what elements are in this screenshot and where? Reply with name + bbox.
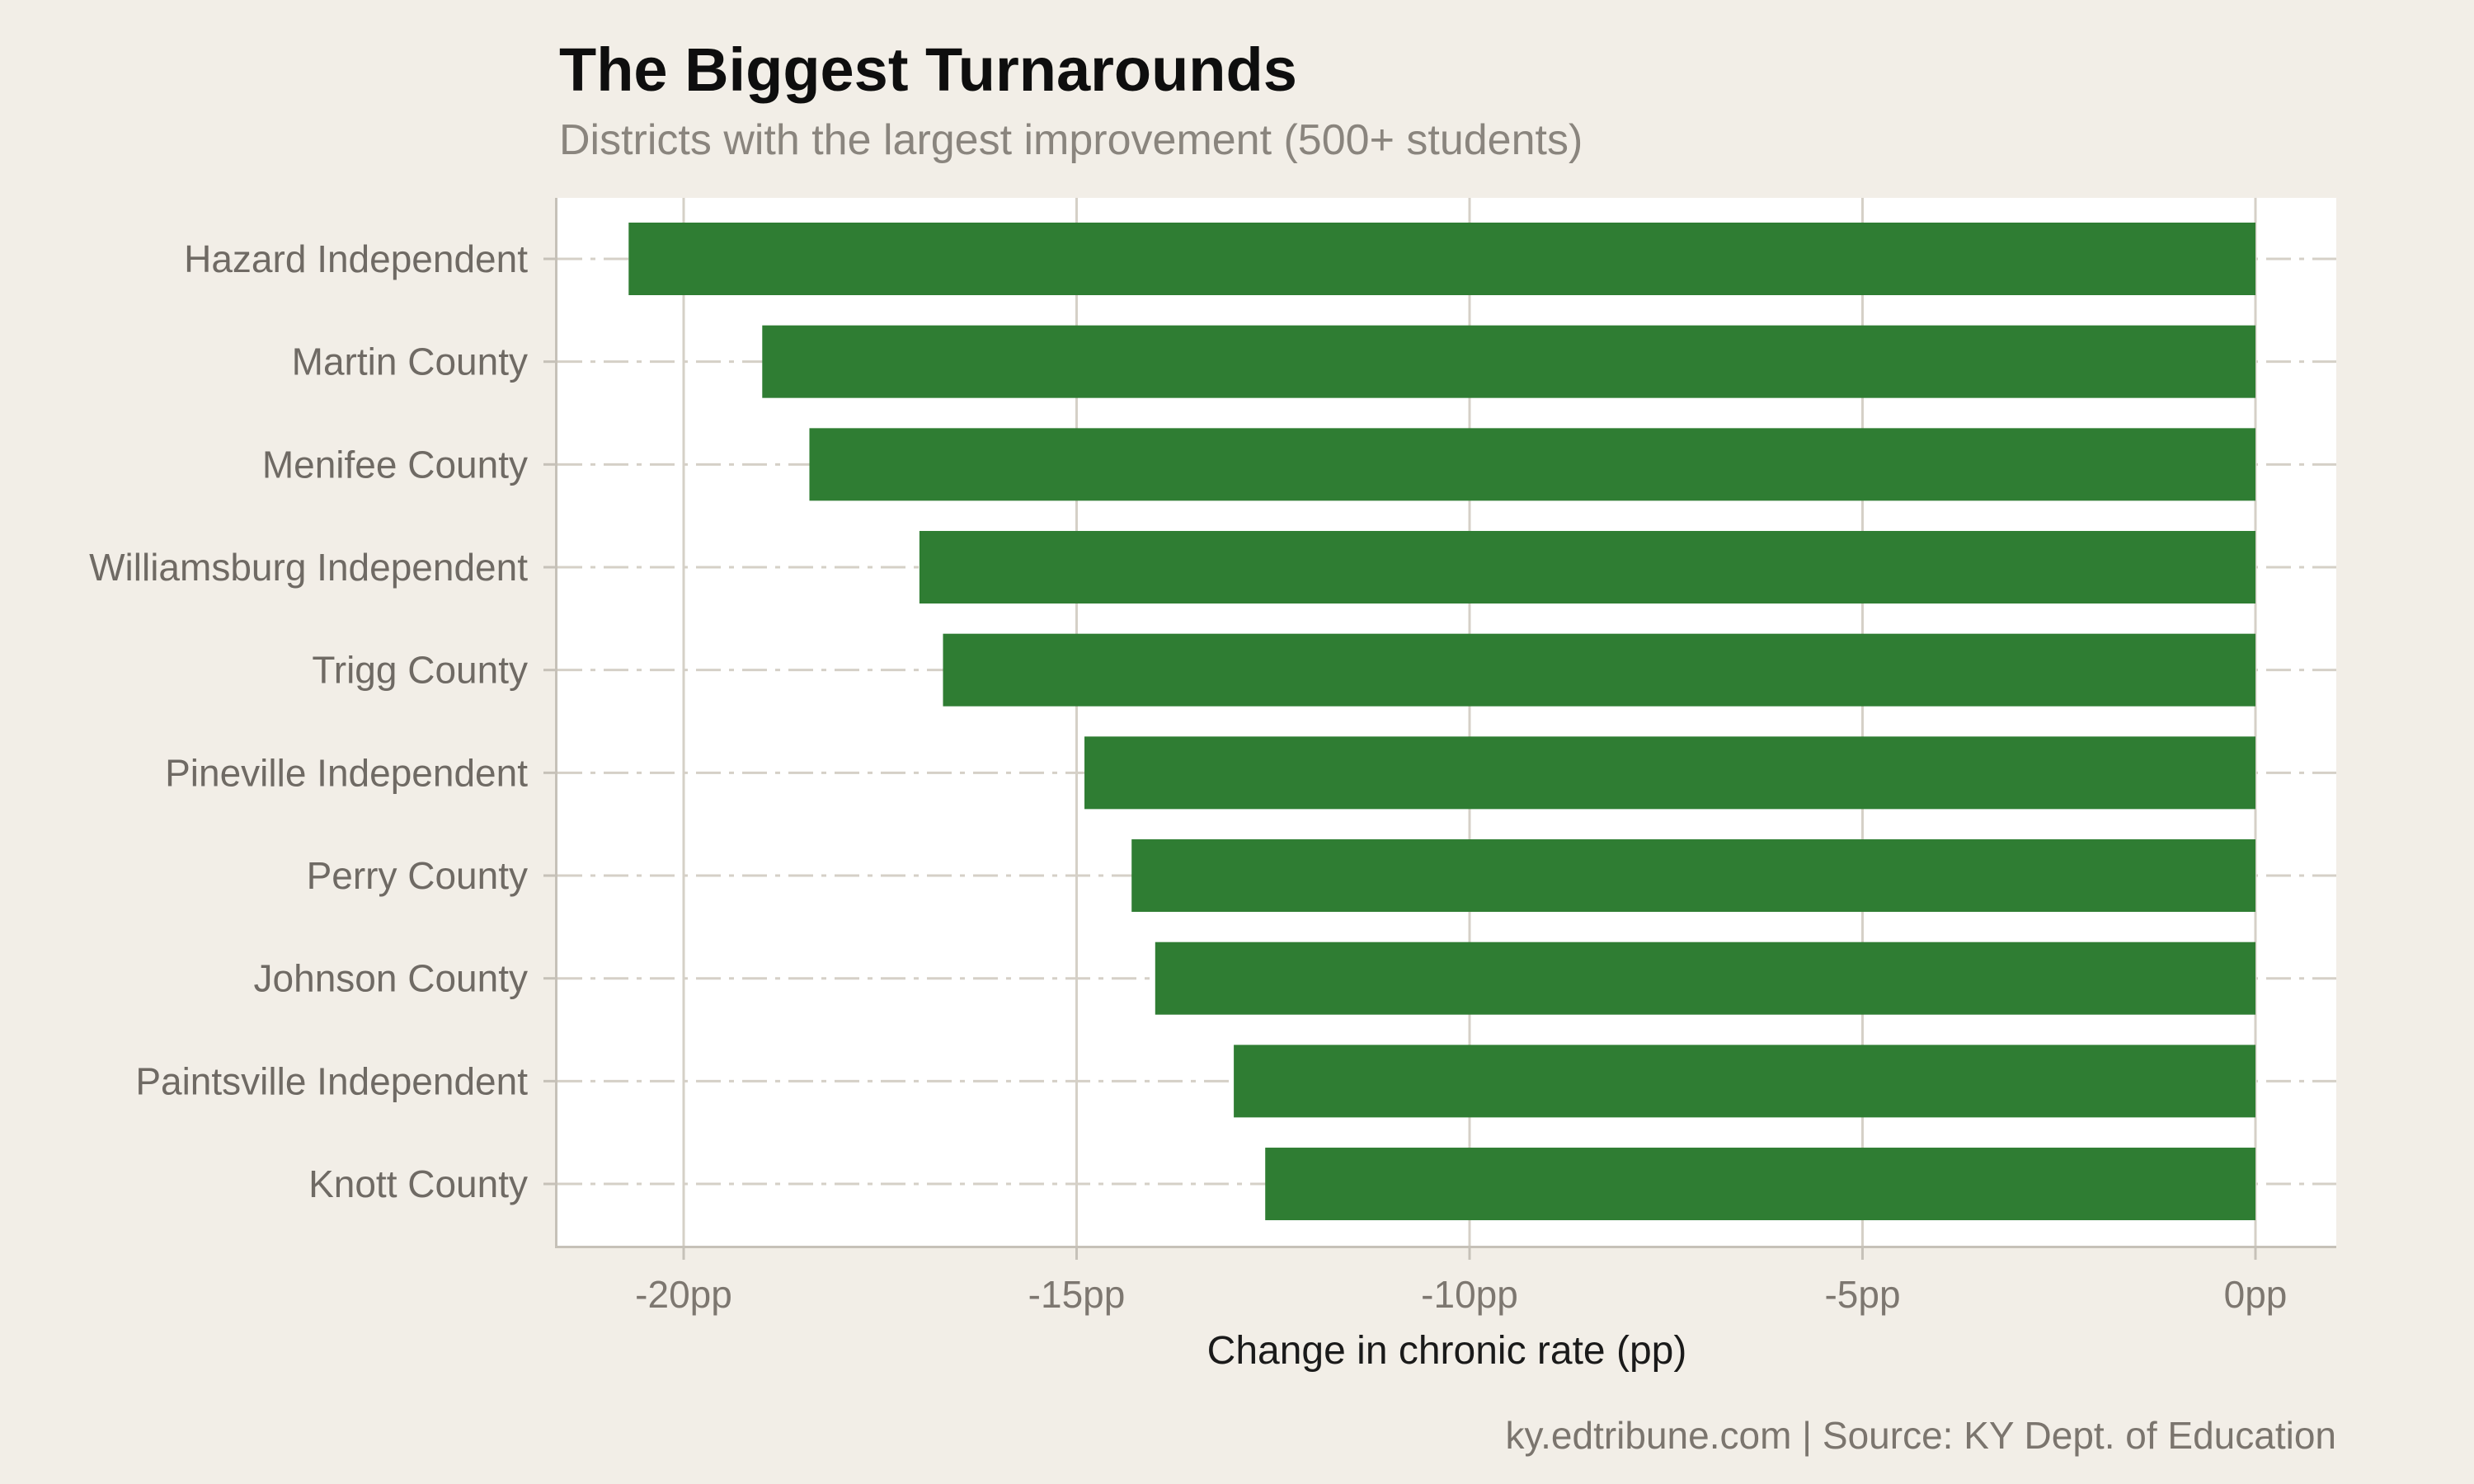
source-caption: ky.edtribune.com | Source: KY Dept. of E… (1505, 1414, 2336, 1457)
x-axis-tick-label: -20pp (635, 1273, 732, 1316)
y-axis-label: Menifee County (262, 443, 528, 486)
x-axis-tick-label: -5pp (1824, 1273, 1900, 1316)
bar (1234, 1045, 2255, 1118)
bar (762, 325, 2255, 398)
bar (628, 223, 2255, 295)
y-axis-label: Paintsville Independent (135, 1059, 528, 1102)
y-axis-label: Martin County (292, 340, 528, 383)
y-axis-label: Perry County (307, 854, 528, 897)
y-axis-label: Trigg County (312, 649, 528, 692)
y-axis-label: Pineville Independent (165, 751, 528, 794)
bar (1084, 736, 2255, 810)
chart-subtitle: Districts with the largest improvement (… (559, 116, 1583, 164)
bar (809, 428, 2255, 501)
bar (919, 531, 2255, 604)
x-axis-title: Change in chronic rate (pp) (1207, 1329, 1687, 1373)
x-axis-tick-label: 0pp (2224, 1273, 2288, 1316)
bar (1131, 839, 2255, 913)
y-axis-label: Hazard Independent (184, 237, 528, 280)
bar (1265, 1148, 2255, 1221)
x-axis-tick-label: -15pp (1028, 1273, 1126, 1316)
bar (943, 633, 2255, 707)
chart-title: The Biggest Turnarounds (559, 35, 1297, 104)
y-axis-label: Johnson County (254, 957, 528, 1000)
bar (1155, 942, 2255, 1015)
y-axis-label: Williamsburg Independent (89, 546, 528, 589)
y-axis-label: Knott County (308, 1162, 528, 1205)
x-axis-tick-label: -10pp (1421, 1273, 1518, 1316)
